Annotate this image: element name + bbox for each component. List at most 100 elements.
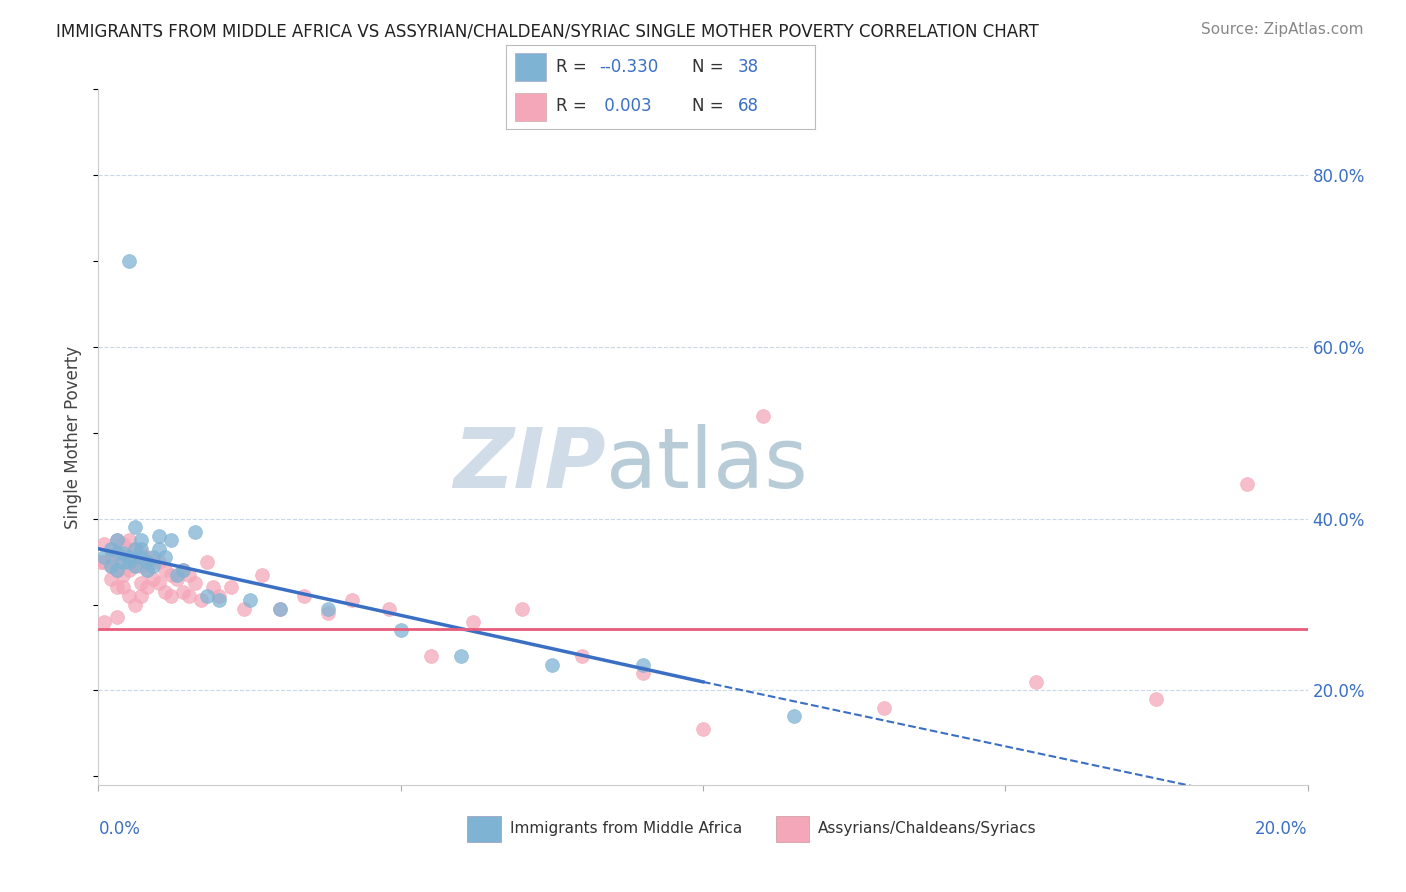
Text: 0.003: 0.003	[599, 97, 651, 115]
Point	[250, 567, 273, 582]
Point	[105, 581, 128, 595]
Point	[208, 593, 231, 607]
Point	[172, 563, 194, 577]
Point	[631, 666, 654, 681]
Point	[129, 576, 152, 591]
Point	[190, 593, 212, 607]
Point	[142, 558, 165, 573]
Point	[450, 649, 472, 664]
Text: Immigrants from Middle Africa: Immigrants from Middle Africa	[509, 822, 742, 837]
Point	[316, 606, 339, 620]
Point	[195, 555, 218, 569]
Text: N =: N =	[692, 97, 728, 115]
Point	[135, 581, 157, 595]
Point	[142, 550, 165, 565]
Point	[1144, 692, 1167, 706]
Text: 68: 68	[738, 97, 759, 115]
Point	[179, 567, 201, 582]
Point	[111, 555, 134, 569]
Text: N =: N =	[692, 58, 728, 76]
Point	[118, 589, 141, 603]
Point	[100, 541, 122, 556]
Point	[1024, 674, 1046, 689]
Point	[160, 533, 183, 548]
Point	[195, 589, 218, 603]
Point	[111, 546, 134, 560]
Point	[269, 602, 291, 616]
Point	[160, 567, 183, 582]
FancyBboxPatch shape	[516, 54, 547, 81]
Point	[105, 563, 128, 577]
Point	[135, 550, 157, 565]
Point	[208, 589, 231, 603]
Point	[100, 572, 122, 586]
Point	[153, 563, 176, 577]
Point	[184, 524, 207, 539]
Point	[160, 589, 183, 603]
Point	[631, 657, 654, 672]
Point	[571, 649, 593, 664]
Point	[269, 602, 291, 616]
Point	[111, 567, 134, 582]
Point	[172, 563, 194, 577]
Point	[873, 700, 896, 714]
Y-axis label: Single Mother Poverty: Single Mother Poverty	[65, 345, 83, 529]
Text: atlas: atlas	[606, 425, 808, 506]
Point	[510, 602, 533, 616]
Point	[105, 610, 128, 624]
Point	[124, 598, 146, 612]
Point	[90, 555, 112, 569]
Point	[135, 555, 157, 569]
Text: 20.0%: 20.0%	[1256, 820, 1308, 838]
Point	[129, 533, 152, 548]
Point	[166, 567, 188, 582]
Text: R =: R =	[555, 97, 592, 115]
Point	[93, 555, 115, 569]
Point	[135, 563, 157, 577]
Point	[129, 541, 152, 556]
Point	[752, 409, 775, 423]
Point	[124, 558, 146, 573]
Point	[292, 589, 315, 603]
Point	[1236, 477, 1258, 491]
Point	[105, 563, 128, 577]
Point	[129, 558, 152, 573]
Point	[93, 615, 115, 629]
Point	[148, 541, 170, 556]
Point	[142, 555, 165, 569]
Point	[93, 537, 115, 551]
Text: 0.0%: 0.0%	[98, 820, 141, 838]
Point	[148, 529, 170, 543]
Text: ZIP: ZIP	[454, 425, 606, 506]
Point	[118, 563, 141, 577]
Point	[153, 584, 176, 599]
Point	[118, 550, 141, 565]
Point	[118, 533, 141, 548]
Point	[202, 581, 225, 595]
Point	[118, 555, 141, 569]
Point	[105, 533, 128, 548]
Text: IMMIGRANTS FROM MIDDLE AFRICA VS ASSYRIAN/CHALDEAN/SYRIAC SINGLE MOTHER POVERTY : IMMIGRANTS FROM MIDDLE AFRICA VS ASSYRIA…	[56, 22, 1039, 40]
Point	[100, 550, 122, 565]
Point	[111, 537, 134, 551]
Point	[129, 546, 152, 560]
Point	[105, 546, 128, 560]
Point	[105, 533, 128, 548]
Point	[342, 593, 364, 607]
Point	[239, 593, 262, 607]
FancyBboxPatch shape	[776, 815, 810, 842]
Point	[93, 550, 115, 565]
Point	[124, 541, 146, 556]
Point	[105, 546, 128, 560]
Point	[232, 602, 254, 616]
Point	[111, 555, 134, 569]
Point	[179, 589, 201, 603]
Point	[148, 576, 170, 591]
Point	[124, 558, 146, 573]
Point	[129, 550, 152, 565]
Point	[692, 722, 714, 736]
Text: 38: 38	[738, 58, 759, 76]
Point	[118, 550, 141, 565]
Point	[172, 584, 194, 599]
Point	[540, 657, 562, 672]
